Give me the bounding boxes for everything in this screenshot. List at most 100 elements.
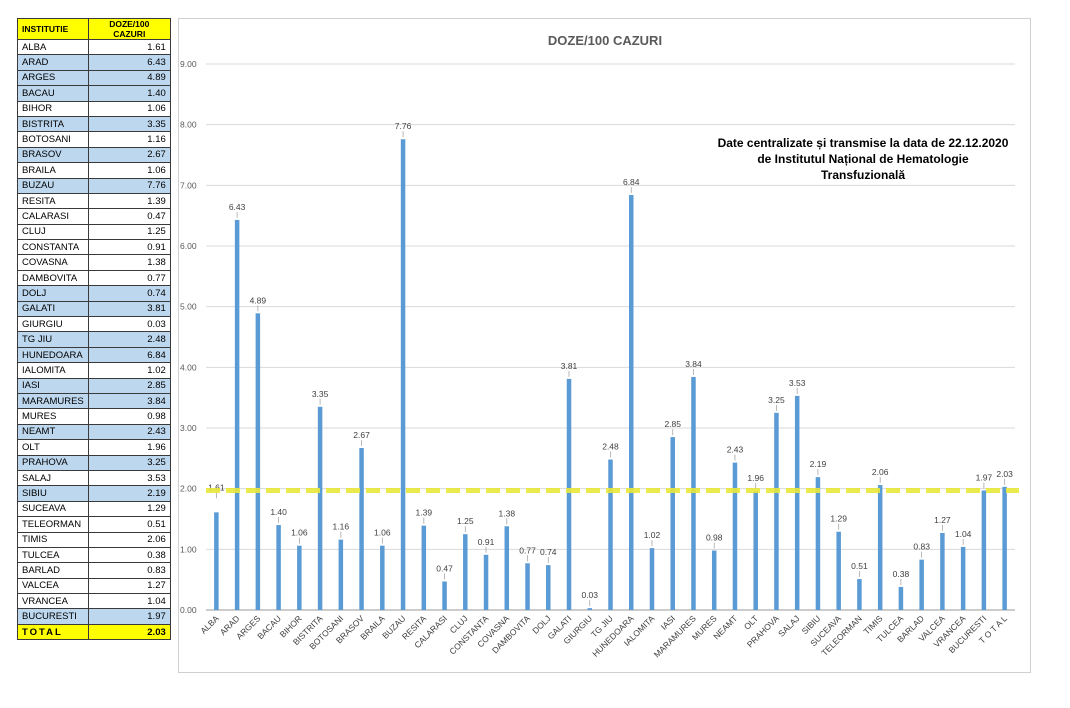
- total-value: 2.03: [87, 623, 171, 641]
- data-table: INSTITUTIE DOZE/100 CAZURI ALBA 1.61 ARAD 6…: [17, 18, 171, 641]
- row-institutie: TELEORMAN: [17, 516, 89, 533]
- data-label: 0.98: [706, 533, 723, 543]
- chart-panel: DOZE/100 CAZURI 0.00 1.00 2.00 3.00 4.00 5.00 6…: [178, 18, 1031, 673]
- table-row: TIMIS 2.06: [17, 531, 171, 548]
- data-label: 3.81: [561, 361, 578, 371]
- data-label: 1.27: [934, 515, 951, 525]
- row-institutie: CALARASI: [17, 208, 89, 225]
- data-label: 1.97: [976, 472, 993, 482]
- bar: [400, 139, 406, 610]
- annotation-line-2: de Institutul Național de Hematologie: [757, 152, 969, 166]
- data-label: 2.85: [664, 419, 681, 429]
- row-value: 4.89: [87, 69, 171, 87]
- data-label: 1.04: [955, 529, 972, 539]
- row-value: 3.25: [87, 454, 171, 471]
- data-label: 0.77: [519, 545, 536, 555]
- table-row: ARAD 6.43: [17, 54, 171, 71]
- chart-title: DOZE/100 CAZURI: [548, 33, 662, 48]
- data-label: 1.25: [457, 516, 474, 526]
- row-institutie: TG JIU: [17, 331, 89, 348]
- row-institutie: VRANCEA: [17, 593, 89, 610]
- data-label: 1.06: [374, 528, 391, 538]
- table-row: HUNEDOARA 6.84: [17, 346, 171, 364]
- row-value: 2.43: [87, 423, 171, 441]
- row-value: 0.51: [87, 516, 171, 533]
- data-label: 1.61: [208, 482, 225, 492]
- row-institutie: CLUJ: [17, 223, 89, 241]
- table-row: CLUJ 1.25: [17, 223, 171, 241]
- bar: [297, 545, 302, 610]
- data-label: 3.35: [312, 389, 329, 399]
- table-row: BUZAU 7.76: [17, 177, 171, 194]
- bar: [608, 459, 613, 610]
- row-value: 0.74: [87, 285, 171, 302]
- data-label: 1.39: [416, 508, 433, 518]
- y-tick-label: 0.00: [180, 605, 197, 615]
- bar: [753, 491, 758, 610]
- row-value: 0.98: [87, 408, 171, 425]
- annotation-line-1: Date centralizate și transmise la data d…: [717, 136, 1009, 150]
- table-row: NEAMT 2.43: [17, 423, 171, 441]
- annotation-line-3: Transfuzională: [820, 168, 906, 182]
- row-value: 1.39: [87, 192, 171, 210]
- table-row: SALAJ 3.53: [17, 469, 171, 487]
- y-tick-label: 1.00: [180, 544, 197, 554]
- data-label: 3.84: [685, 359, 702, 369]
- table-row: BUCURESTI 1.97: [17, 608, 171, 625]
- row-value: 1.25: [87, 223, 171, 241]
- table-row: BISTRITA 3.35: [17, 115, 171, 133]
- row-institutie: ALBA: [17, 38, 89, 56]
- y-tick-label: 3.00: [180, 423, 197, 433]
- bar: [960, 546, 966, 610]
- bar: [794, 395, 800, 610]
- bar: [670, 437, 675, 610]
- bar: [483, 554, 489, 610]
- row-value: 6.84: [87, 346, 171, 364]
- bar: [628, 195, 634, 611]
- table-row: ALBA 1.61: [17, 38, 171, 56]
- row-institutie: HUNEDOARA: [17, 346, 89, 364]
- row-institutie: BRAILA: [17, 162, 89, 179]
- row-institutie: RESITA: [17, 192, 89, 210]
- row-institutie: ARAD: [17, 54, 89, 71]
- data-label: 6.84: [623, 177, 640, 187]
- y-tick-label: 4.00: [180, 362, 197, 372]
- row-value: 1.16: [87, 131, 171, 148]
- data-label: 0.74: [540, 547, 557, 557]
- row-institutie: MURES: [17, 408, 89, 425]
- row-value: 3.81: [87, 300, 171, 318]
- data-label: 2.43: [727, 445, 744, 455]
- bar: [649, 548, 655, 610]
- header-doze: DOZE/100 CAZURI: [87, 18, 171, 40]
- table-row: CALARASI 0.47: [17, 208, 171, 225]
- table-row: VALCEA 1.27: [17, 577, 171, 595]
- x-tick-label: BACAU: [255, 613, 283, 641]
- bar: [421, 525, 427, 610]
- table-row: BACAU 1.40: [17, 85, 171, 102]
- bar: [940, 532, 945, 610]
- data-label: 1.16: [333, 522, 350, 532]
- bar: [255, 313, 261, 610]
- row-institutie: TULCEA: [17, 546, 89, 564]
- row-value: 7.76: [87, 177, 171, 194]
- row-value: 3.35: [87, 115, 171, 133]
- row-institutie: BUCURESTI: [17, 608, 89, 625]
- x-tick-label: SALAJ: [776, 613, 801, 638]
- bar: [691, 377, 696, 610]
- row-institutie: GIURGIU: [17, 316, 89, 333]
- table-total-row: TOTAL 2.03: [17, 623, 171, 641]
- row-institutie: PRAHOVA: [17, 454, 89, 471]
- data-label: 2.03: [996, 469, 1013, 479]
- row-institutie: TIMIS: [17, 531, 89, 548]
- row-value: 1.06: [87, 100, 171, 117]
- table-row: TULCEA 0.38: [17, 546, 171, 564]
- data-label: 3.25: [768, 395, 785, 405]
- table-row: IASI 2.85: [17, 377, 171, 394]
- table-row: PRAHOVA 3.25: [17, 454, 171, 471]
- bar: [234, 219, 240, 610]
- bar: [587, 608, 593, 610]
- y-tick-label: 6.00: [180, 241, 197, 251]
- total-label: TOTAL: [17, 623, 89, 641]
- bar: [711, 550, 717, 610]
- row-value: 2.06: [87, 531, 171, 548]
